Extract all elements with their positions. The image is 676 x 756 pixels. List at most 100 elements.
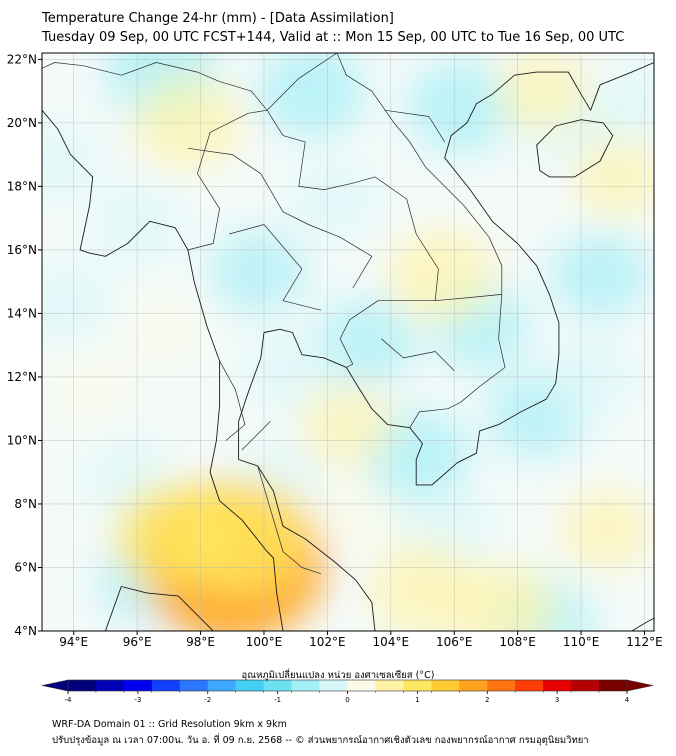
lon-tick-label: 96°E: [123, 635, 152, 649]
lat-tick-label: 10°N: [7, 433, 37, 447]
colorbar-tick-label: -1: [274, 696, 281, 704]
colorbar-swatch: [319, 680, 348, 691]
lat-tick-label: 18°N: [7, 179, 37, 193]
colorbar: -4 -3 -2 -1 0 1 2 3 4: [41, 679, 654, 704]
colorbar-swatch: [151, 680, 181, 691]
border-line: [229, 224, 322, 311]
plot-area: [42, 53, 654, 631]
lon-tick-label: 94°E: [59, 635, 88, 649]
border-line: [187, 109, 268, 251]
latitude-axis: 4°N 6°N 8°N 10°N 12°N 14°N 16°N 18°N 20°N 22°N: [7, 52, 42, 638]
credit-line: ปรับปรุงข้อมูล ณ เวลา 07:00น. วัน อ. ที่…: [52, 735, 589, 746]
colorbar-tick-label: -3: [134, 696, 141, 704]
lon-tick-label: 106°E: [436, 635, 473, 649]
border-line: [266, 53, 338, 111]
cool-anomaly: [406, 60, 515, 154]
cool-anomaly: [287, 159, 380, 239]
colorbar-swatch: [68, 680, 97, 691]
border-line: [257, 465, 322, 575]
border-line: [219, 360, 246, 441]
colorbar-tick-label: 1: [415, 696, 419, 704]
lon-tick-label: 102°E: [309, 635, 346, 649]
warm-anomaly: [559, 488, 654, 571]
lat-tick-label: 22°N: [7, 52, 37, 66]
cool-anomaly: [549, 231, 651, 320]
warm-anomaly: [307, 473, 399, 554]
map-subtitle: Tuesday 09 Sep, 00 UTC FCST+144, Valid a…: [42, 30, 625, 45]
colorbar-tick-label: 0: [345, 696, 349, 704]
graticule: [42, 53, 654, 631]
map-title: Temperature Change 24-hr (mm) - [Data As…: [42, 11, 394, 26]
lat-tick-label: 6°N: [14, 560, 37, 574]
lon-tick-label: 110°E: [563, 635, 600, 649]
lon-tick-label: 98°E: [186, 635, 215, 649]
warm-anomaly: [571, 135, 654, 219]
longitude-axis: 94°E 96°E 98°E 100°E 102°E 104°E 106°E 108°E 110…: [59, 631, 663, 649]
border-line: [266, 110, 439, 301]
colorbar-tick-label: 3: [555, 696, 559, 704]
colorbar-swatch: [235, 680, 265, 691]
warm-anomaly: [448, 562, 556, 631]
border-line: [42, 62, 268, 111]
colorbar-swatch: [459, 680, 488, 691]
colorbar-swatch: [179, 680, 209, 691]
border-line: [336, 53, 503, 295]
warm-anomaly: [114, 483, 236, 589]
warm-anomaly: [118, 290, 207, 368]
colorbar-swatch: [95, 680, 125, 691]
lon-tick-label: 100°E: [246, 635, 283, 649]
colorbar-swatch: [599, 680, 628, 691]
model-info: WRF-DA Domain 01 :: Grid Resolution 9km …: [52, 719, 287, 730]
colorbar-swatch: [207, 680, 237, 691]
colorbar-swatch: [487, 680, 516, 691]
coastline: [631, 617, 654, 631]
lon-tick-label: 108°E: [499, 635, 536, 649]
lat-tick-label: 14°N: [7, 306, 37, 320]
warm-anomaly: [387, 228, 496, 323]
colorbar-swatch: [263, 680, 292, 691]
cool-anomaly: [42, 122, 103, 200]
border-line: [381, 338, 455, 371]
colorbar-tick-label: 4: [625, 696, 630, 704]
border-line: [384, 109, 445, 143]
colorbar-swatch: [515, 680, 544, 691]
colorbar-label: อุณหภูมิเปลี่ยนแปลง หน่วย องศาเซลเซียส (…: [241, 670, 435, 681]
cool-anomaly: [42, 262, 115, 346]
colorbar-swatch: [123, 680, 153, 691]
colorbar-swatch: [375, 680, 404, 691]
colorbar-swatch: [571, 680, 600, 691]
border-line: [241, 421, 271, 451]
warm-anomaly: [495, 53, 591, 133]
lat-tick-label: 20°N: [7, 116, 37, 130]
lat-tick-label: 16°N: [7, 243, 37, 257]
colorbar-swatch: [347, 680, 376, 691]
coastline: [104, 586, 214, 631]
lat-tick-label: 4°N: [14, 624, 37, 638]
colorbar-swatch: [543, 680, 572, 691]
colorbar-swatch: [291, 680, 320, 691]
border-line: [409, 294, 506, 428]
lat-tick-label: 8°N: [14, 497, 37, 511]
coastlines: [42, 53, 654, 631]
lat-tick-label: 12°N: [7, 370, 37, 384]
warm-anomaly: [299, 383, 394, 466]
country-borders: [42, 53, 506, 575]
colorbar-tick-label: 2: [485, 696, 489, 704]
colorbar-tick-label: -2: [204, 696, 211, 704]
border-line: [339, 300, 436, 368]
coastline: [42, 53, 654, 631]
colorbar-swatch: [431, 680, 460, 691]
warm-anomaly: [45, 351, 134, 428]
cool-anomaly: [208, 229, 307, 315]
border-line: [187, 147, 373, 289]
cool-anomaly: [241, 329, 337, 412]
plot-frame: [41, 52, 655, 632]
temperature-field: [42, 53, 654, 631]
colorbar-swatch: [403, 680, 432, 691]
colorbar-tick-label: -4: [65, 696, 73, 704]
cool-anomaly: [597, 62, 654, 145]
lon-tick-label: 104°E: [373, 635, 410, 649]
coastline: [536, 119, 614, 178]
lon-tick-label: 112°E: [626, 635, 663, 649]
